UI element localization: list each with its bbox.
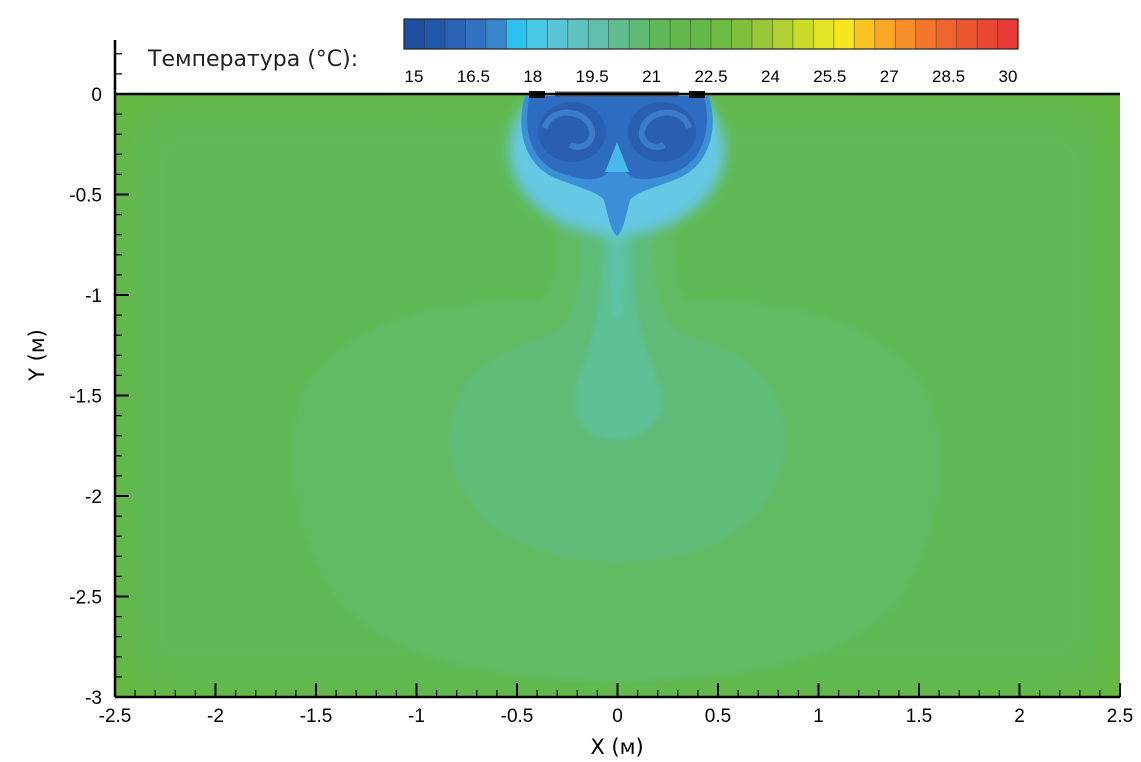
- colorbar-cell: [874, 19, 896, 49]
- colorbar-cell: [854, 19, 876, 49]
- y-tick-label: -2: [85, 487, 102, 508]
- colorbar-cell: [588, 19, 610, 49]
- colorbar-cell: [649, 19, 671, 49]
- colorbar-tick-label: 27: [880, 67, 899, 86]
- y-ticks: 0 -0.5 -1 -1.5 -2 -2.5 -3: [69, 53, 129, 709]
- y-tick-label: -2.5: [69, 588, 102, 609]
- colorbar-cell: [895, 19, 917, 49]
- colorbar-cell: [936, 19, 958, 49]
- colorbar-cell: [833, 19, 855, 49]
- colorbar-tick-label: 24: [761, 67, 780, 86]
- x-tick-label: 1: [813, 706, 824, 727]
- colorbar-cell: [629, 19, 651, 49]
- x-tick-label: 0: [612, 706, 623, 727]
- colorbar-cell: [731, 19, 753, 49]
- colorbar-cell: [915, 19, 937, 49]
- colorbar-tick-label: 18: [523, 67, 542, 86]
- x-tick-label: -1: [408, 706, 425, 727]
- center-spike: [605, 142, 629, 172]
- colorbar-cell: [506, 19, 528, 49]
- colorbar-cell: [424, 19, 446, 49]
- y-axis-title: Y (м): [25, 329, 49, 382]
- y-tick-label: -1.5: [69, 387, 102, 408]
- colorbar-cell: [977, 19, 999, 49]
- x-tick-label: -2.5: [99, 706, 132, 727]
- y-tick-label: 0: [91, 85, 102, 106]
- axes: -2.5 -2 -1.5 -1 -0.5 0 0.5 1 1.5 2 2.5 0-0.5-1-1.5…: [69, 40, 1133, 727]
- colorbar-cell: [526, 19, 548, 49]
- x-axis-title: X (м): [590, 735, 643, 759]
- colorbar-tick-label: 30: [999, 67, 1018, 86]
- colorbar-cell: [547, 19, 569, 49]
- x-tick-label: -2: [207, 706, 224, 727]
- y-tick-label: -0.5: [69, 186, 102, 207]
- colorbar-cells: [403, 18, 1019, 50]
- colorbar-frame: [403, 18, 1019, 50]
- colorbar-tick-label: 19.5: [576, 67, 609, 86]
- colorbar-tick-labels: 15 16.5 18 19.5 21 22.5 24 25.5 27 28.5 30: [405, 67, 1018, 86]
- colorbar-cell: [444, 19, 466, 49]
- colorbar-cell: [813, 19, 835, 49]
- x-ticks: -2.5 -2 -1.5 -1 -0.5 0 0.5 1 1.5 2 2.5: [99, 683, 1133, 727]
- colorbar-cell: [465, 19, 487, 49]
- colorbar-cell: [404, 19, 425, 49]
- x-tick-label: 1.5: [906, 706, 932, 727]
- x-tick-label: -0.5: [501, 706, 534, 727]
- colorbar-cell: [956, 19, 978, 49]
- left-vortex-curl: [542, 109, 595, 150]
- colorbar-cell: [772, 19, 794, 49]
- colorbar-tick-label: 16.5: [457, 67, 490, 86]
- colorbar-cell: [670, 19, 692, 49]
- colorbar-cell: [711, 19, 732, 49]
- colorbar-cell: [792, 19, 814, 49]
- colorbar-tick-label: 15: [405, 67, 424, 86]
- colorbar-legend: Температура (°C): 15 16.5 18 19.5 21 22.5 24 25…: [147, 18, 1019, 86]
- temperature-field: [115, 94, 1120, 697]
- x-tick-label: 2: [1014, 706, 1025, 727]
- colorbar-tick-label: 28.5: [932, 67, 965, 86]
- right-vortex-curl: [639, 109, 692, 150]
- colorbar-cell: [567, 19, 589, 49]
- y-tick-label: -1: [85, 286, 102, 307]
- colorbar-title: Температура (°C):: [147, 47, 358, 72]
- colorbar-cell: [690, 19, 712, 49]
- colorbar-cell: [485, 19, 507, 49]
- x-tick-label: -1.5: [300, 706, 333, 727]
- colorbar-tick-label: 25.5: [813, 67, 846, 86]
- y-tick-label: -3: [85, 688, 102, 709]
- x-tick-label: 0.5: [705, 706, 731, 727]
- x-tick-label: 2.5: [1107, 706, 1133, 727]
- colorbar-tick-label: 21: [642, 67, 661, 86]
- colorbar-tick-label: 22.5: [694, 67, 727, 86]
- colorbar-cell: [997, 19, 1019, 49]
- jet-stem-contour: [574, 200, 661, 440]
- colorbar-cell: [608, 19, 630, 49]
- colorbar-cell: [751, 19, 773, 49]
